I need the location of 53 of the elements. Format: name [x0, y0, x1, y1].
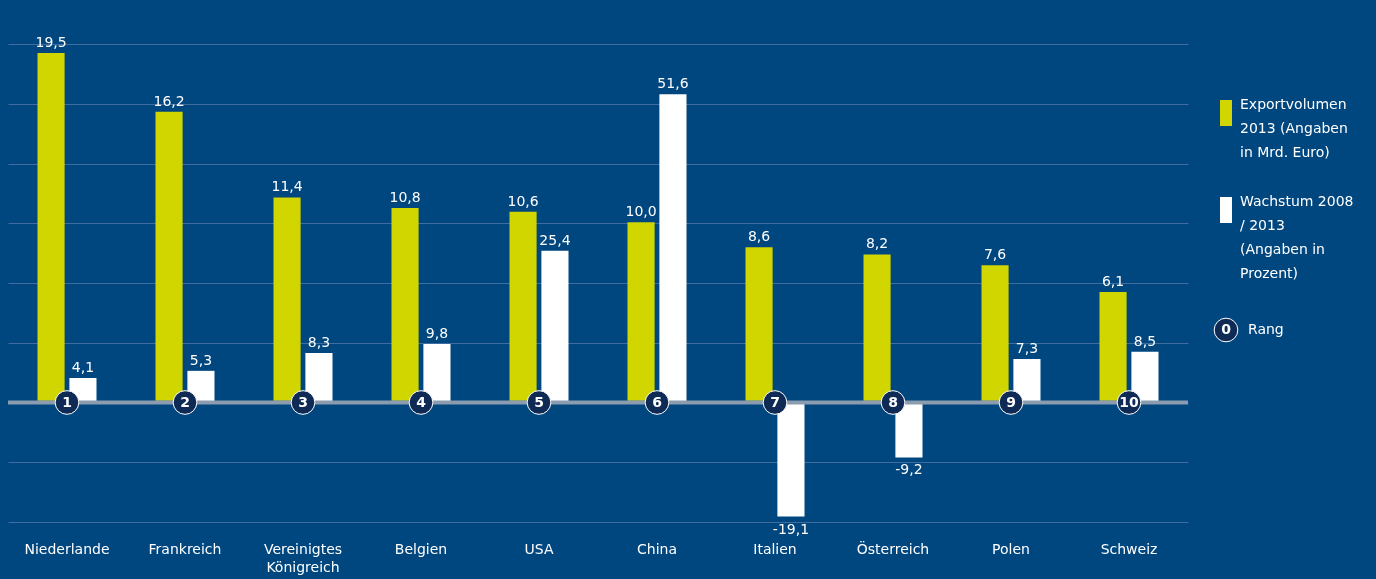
x-tick-label: Österreich	[856, 539, 930, 557]
legend-label: Wachstum 2008 / 2013 (Angaben in Prozent)	[1240, 193, 1354, 281]
annotation: 10	[1119, 393, 1139, 410]
data-label: 9,8	[425, 324, 449, 341]
bar	[509, 211, 537, 401]
annotation: 5	[534, 393, 544, 410]
data-label: 51,6	[657, 75, 689, 92]
bar	[863, 254, 891, 401]
data-label: 8,5	[1133, 332, 1157, 349]
data-label: -9,2	[895, 461, 923, 478]
data-label: 7,3	[1015, 339, 1039, 356]
annotation: 7	[770, 393, 780, 410]
x-tick-label: Frankreich	[148, 540, 222, 557]
data-label: 19,5	[35, 33, 67, 50]
data-label: 10,8	[389, 189, 421, 206]
annotation: 4	[416, 393, 427, 410]
data-label: 5,3	[189, 351, 213, 368]
x-tick-label: Schweiz	[1100, 540, 1158, 557]
data-label: 4,1	[71, 359, 95, 375]
data-label: 8,2	[865, 235, 889, 252]
x-tick-label: USA	[524, 540, 554, 557]
data-label: 10,0	[625, 203, 657, 220]
legend-label: Exportvolumen 2013 (Angaben in Mrd. Euro)	[1240, 96, 1348, 160]
data-label: 16,2	[153, 92, 185, 109]
bar	[391, 208, 419, 401]
x-tick-label: Polen	[992, 540, 1030, 557]
bar	[273, 197, 301, 401]
data-label: 11,4	[271, 178, 303, 195]
annotation: 8	[888, 393, 898, 410]
annotation: 6	[652, 393, 662, 410]
annotation: 3	[298, 393, 308, 410]
bar	[155, 111, 183, 401]
x-tick-label: China	[637, 540, 677, 557]
bar	[37, 52, 65, 401]
bar	[745, 247, 773, 401]
bar	[981, 265, 1009, 401]
data-label: 25,4	[539, 231, 571, 248]
x-tick-label: Vereinigtes Königreich	[263, 540, 343, 575]
annotation: 2	[180, 393, 190, 410]
annotation: 9	[1006, 393, 1016, 410]
annotation: 1	[62, 393, 72, 410]
data-label: 10,6	[507, 192, 539, 209]
data-label: 8,3	[307, 333, 331, 350]
x-tick-label: Italien	[753, 540, 797, 557]
x-tick-label: Niederlande	[24, 540, 110, 557]
x-tick-label: Belgien	[394, 540, 448, 557]
data-label: 8,6	[747, 228, 771, 245]
data-label: 6,1	[1101, 272, 1125, 289]
data-label: 7,6	[983, 246, 1007, 263]
data-label: -19,1	[772, 520, 810, 537]
text: Rang	[1248, 321, 1284, 337]
bar	[627, 222, 655, 401]
text: 0	[1221, 321, 1232, 337]
